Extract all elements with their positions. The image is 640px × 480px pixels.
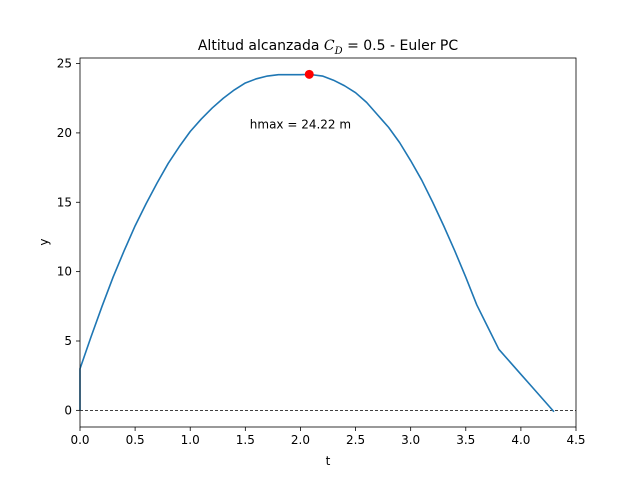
title-prefix: Altitud alcanzada [198,38,324,54]
y-tick-label-0: 0 [64,403,72,417]
x-tick-label-9: 4.5 [566,433,585,447]
x-tick-label-0: 0.0 [70,433,89,447]
x-axis-label: t [326,454,331,468]
title-math-sub: D [334,46,343,57]
axes-frame [79,57,577,428]
title-math-main: C [324,38,335,54]
x-tick-label-4: 2.0 [291,433,310,447]
x-tick-label-5: 2.5 [346,433,365,447]
x-tick-label-7: 3.5 [456,433,475,447]
y-tick-label-5: 25 [57,57,72,71]
x-tick-label-3: 1.5 [236,433,255,447]
title-suffix: - Euler PC [386,38,459,54]
y-tick-label-2: 10 [57,265,72,279]
y-tick-label-3: 15 [57,195,72,209]
y-axis-label: y [37,238,51,245]
x-tick-label-6: 3.0 [401,433,420,447]
x-tick-label-8: 4.0 [511,433,530,447]
y-tick-label-1: 5 [64,334,72,348]
max-height-annotation: hmax = 24.22 m [250,118,351,132]
y-tick-label-4: 20 [57,126,72,140]
chart-title: Altitud alcanzada CD = 0.5 - Euler PC [198,38,458,57]
title-math-rest: = 0.5 [343,38,386,54]
plot-area: hmax = 24.22 m 0.0 0.5 1.0 1.5 2.0 2.5 3.0 3.5 4.… [57,57,586,447]
x-tick-label-2: 1.0 [181,433,200,447]
max-height-marker [304,69,314,79]
x-tick-label-1: 0.5 [126,433,145,447]
